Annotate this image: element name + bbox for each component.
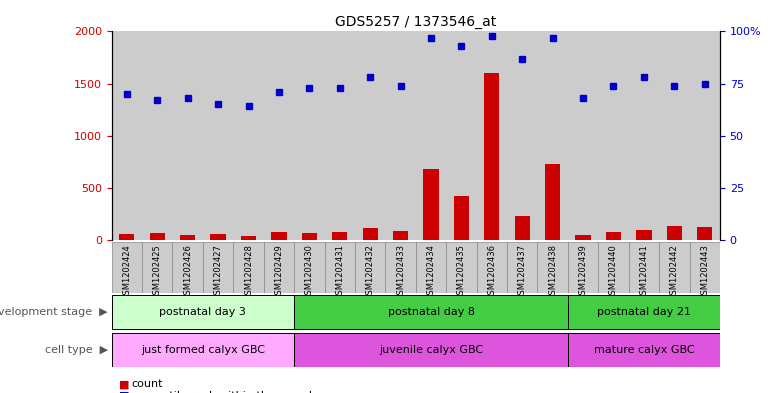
Bar	[302, 233, 317, 240]
Bar	[598, 31, 628, 240]
Bar	[598, 242, 628, 293]
Bar	[416, 242, 447, 293]
Text: GSM1202442: GSM1202442	[670, 244, 679, 300]
Text: GSM1202434: GSM1202434	[427, 244, 436, 300]
Bar	[294, 242, 325, 293]
Text: GSM1202438: GSM1202438	[548, 244, 557, 300]
Bar	[112, 31, 142, 240]
Text: GSM1202432: GSM1202432	[366, 244, 375, 300]
Text: mature calyx GBC: mature calyx GBC	[594, 345, 695, 355]
Title: GDS5257 / 1373546_at: GDS5257 / 1373546_at	[335, 15, 497, 29]
Text: count: count	[131, 379, 162, 389]
Bar	[507, 242, 537, 293]
Text: GSM1202425: GSM1202425	[152, 244, 162, 300]
Bar	[363, 228, 378, 240]
Bar	[424, 169, 439, 240]
Text: postnatal day 3: postnatal day 3	[159, 307, 246, 318]
Bar	[172, 242, 203, 293]
Bar	[203, 242, 233, 293]
Bar	[568, 296, 720, 329]
Bar	[294, 296, 568, 329]
Bar	[203, 31, 233, 240]
Bar	[294, 333, 568, 367]
Bar	[697, 227, 712, 240]
Bar	[180, 235, 196, 240]
Bar	[210, 234, 226, 240]
Text: GSM1202424: GSM1202424	[122, 244, 132, 300]
Text: GSM1202433: GSM1202433	[396, 244, 405, 300]
Bar	[575, 235, 591, 240]
Bar	[119, 234, 135, 240]
Bar	[636, 230, 651, 240]
Text: postnatal day 21: postnatal day 21	[597, 307, 691, 318]
Bar	[416, 31, 447, 240]
Text: juvenile calyx GBC: juvenile calyx GBC	[379, 345, 483, 355]
Bar	[537, 242, 568, 293]
Text: just formed calyx GBC: just formed calyx GBC	[141, 345, 265, 355]
Bar	[233, 242, 263, 293]
Bar	[454, 196, 469, 240]
Bar	[514, 216, 530, 240]
Bar	[545, 164, 561, 240]
Bar	[263, 242, 294, 293]
Text: GSM1202435: GSM1202435	[457, 244, 466, 300]
Bar	[172, 31, 203, 240]
Bar	[568, 242, 598, 293]
Bar	[447, 31, 477, 240]
Bar	[112, 333, 294, 367]
Bar	[393, 231, 408, 240]
Text: GSM1202437: GSM1202437	[517, 244, 527, 300]
Bar	[628, 242, 659, 293]
Bar	[690, 242, 720, 293]
Text: GSM1202441: GSM1202441	[639, 244, 648, 300]
Bar	[355, 31, 386, 240]
Text: GSM1202436: GSM1202436	[487, 244, 497, 300]
Text: percentile rank within the sample: percentile rank within the sample	[131, 391, 319, 393]
Bar	[325, 31, 355, 240]
Bar	[690, 31, 720, 240]
Text: GSM1202440: GSM1202440	[609, 244, 618, 300]
Bar	[568, 31, 598, 240]
Bar	[537, 31, 568, 240]
Bar	[385, 242, 416, 293]
Bar	[568, 333, 720, 367]
Bar	[112, 242, 142, 293]
Bar	[484, 73, 500, 240]
Bar	[142, 31, 172, 240]
Text: GSM1202429: GSM1202429	[274, 244, 283, 300]
Text: GSM1202431: GSM1202431	[335, 244, 344, 300]
Bar	[477, 31, 507, 240]
Bar	[325, 242, 355, 293]
Bar	[385, 31, 416, 240]
Text: ■: ■	[119, 379, 130, 389]
Text: GSM1202428: GSM1202428	[244, 244, 253, 300]
Bar	[447, 242, 477, 293]
Bar	[628, 31, 659, 240]
Text: postnatal day 8: postnatal day 8	[387, 307, 474, 318]
Bar	[271, 232, 286, 240]
Bar	[659, 31, 690, 240]
Text: GSM1202430: GSM1202430	[305, 244, 314, 300]
Bar	[507, 31, 537, 240]
Bar	[667, 226, 682, 240]
Bar	[149, 233, 165, 240]
Text: GSM1202439: GSM1202439	[578, 244, 588, 300]
Text: GSM1202426: GSM1202426	[183, 244, 192, 300]
Bar	[233, 31, 263, 240]
Bar	[355, 242, 386, 293]
Bar	[332, 232, 347, 240]
Text: GSM1202443: GSM1202443	[700, 244, 709, 300]
Bar	[659, 242, 690, 293]
Bar	[112, 296, 294, 329]
Bar	[241, 235, 256, 240]
Bar	[263, 31, 294, 240]
Bar	[142, 242, 172, 293]
Bar	[477, 242, 507, 293]
Text: GSM1202427: GSM1202427	[213, 244, 223, 300]
Text: ■: ■	[119, 391, 130, 393]
Text: development stage  ▶: development stage ▶	[0, 307, 108, 318]
Bar	[294, 31, 325, 240]
Bar	[606, 232, 621, 240]
Text: cell type  ▶: cell type ▶	[45, 345, 108, 355]
